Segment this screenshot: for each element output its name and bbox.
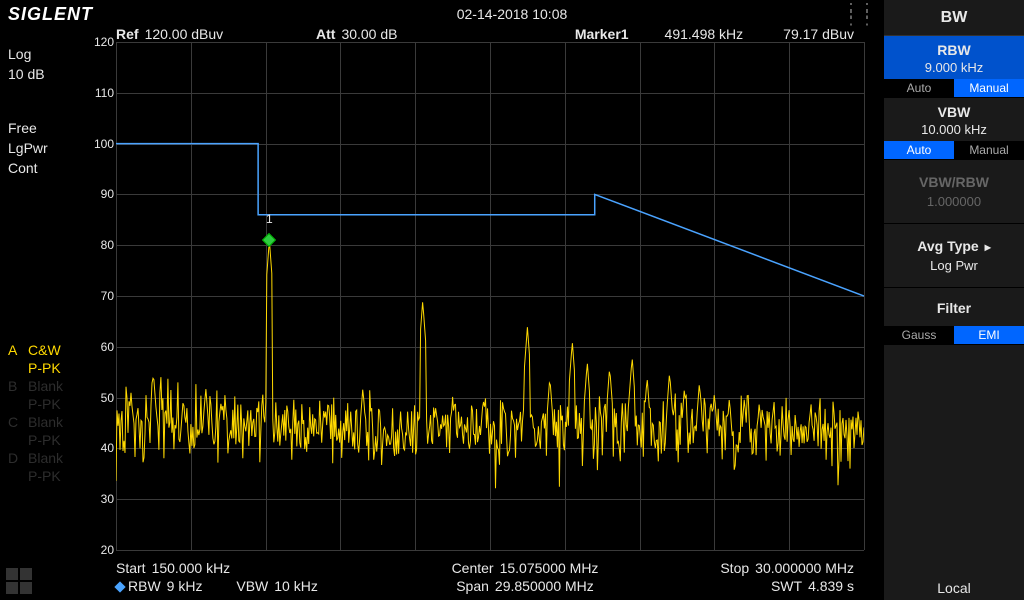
ratio-name: VBW/RBW: [884, 174, 1024, 190]
scale-div: 10 dB: [8, 66, 102, 82]
marker-amp: 79.17 dBuv: [783, 26, 854, 42]
menu-vbw-name: VBW: [884, 104, 1024, 120]
rbw-label: RBW: [128, 578, 161, 594]
layout-icon[interactable]: [6, 568, 32, 594]
datetime: 02-14-2018 10:08: [457, 6, 568, 22]
sweep-mode: Cont: [8, 160, 102, 176]
stop-label: Stop: [720, 560, 749, 576]
left-settings: Log 10 dB Free LgPwr Cont: [8, 46, 102, 180]
local-indicator: Local: [884, 580, 1024, 596]
ref-label: Ref: [116, 26, 139, 42]
avg-value: Log Pwr: [884, 258, 1024, 273]
ref-readout: Ref 120.00 dBuv: [116, 26, 316, 42]
trace-det: P-PK: [8, 396, 63, 412]
right-menu: BW RBW 9.000 kHz Auto Manual VBW 10.000 …: [884, 0, 1024, 600]
ref-value: 120.00 dBuv: [145, 26, 224, 42]
y-axis-label: 40: [92, 441, 114, 455]
marker-label: Marker1: [575, 26, 629, 42]
menu-filter[interactable]: Filter Gauss EMI: [884, 288, 1024, 345]
spectrum-plot[interactable]: 12011010090807060504030201: [116, 42, 864, 550]
att-readout: Att 30.00 dB: [316, 26, 466, 42]
marker-readout: Marker1 491.498 kHz 79.17 dBuv: [575, 26, 854, 42]
trig-mode: Free: [8, 120, 102, 136]
trace-det: P-PK: [8, 468, 63, 484]
y-axis-label: 100: [92, 137, 114, 151]
menu-title: BW: [884, 0, 1024, 36]
stop-value: 30.000000 MHz: [755, 560, 854, 576]
trace-det: P-PK: [8, 360, 63, 376]
menu-rbw[interactable]: RBW 9.000 kHz Auto Manual: [884, 36, 1024, 98]
menu-rbw-name: RBW: [884, 42, 1024, 58]
marker-number: 1: [266, 212, 273, 226]
trace-row: CBlank: [8, 414, 63, 430]
start-label: Start: [116, 560, 146, 576]
swt-label: SWT: [771, 578, 802, 594]
top-readouts: Ref 120.00 dBuv Att 30.00 dB Marker1 491…: [116, 26, 854, 42]
vbw-label: VBW: [236, 578, 268, 594]
detector: LgPwr: [8, 140, 102, 156]
filter-emi[interactable]: EMI: [954, 326, 1024, 344]
start-value: 150.000 kHz: [152, 560, 231, 576]
vbw-manual[interactable]: Manual: [954, 141, 1024, 159]
att-label: Att: [316, 26, 335, 42]
trace-det: P-PK: [8, 432, 63, 448]
chevron-right-icon: ▸: [985, 240, 991, 254]
swt-value: 4.839 s: [808, 578, 854, 594]
att-value: 30.00 dB: [341, 26, 397, 42]
y-axis-label: 50: [92, 391, 114, 405]
menu-vbw[interactable]: VBW 10.000 kHz Auto Manual: [884, 98, 1024, 160]
rbw-value: 9 kHz: [167, 578, 203, 594]
menu-avg-type[interactable]: Avg Type ▸ Log Pwr: [884, 224, 1024, 288]
vbw-value: 10 kHz: [274, 578, 318, 594]
scale-mode: Log: [8, 46, 102, 62]
filter-gauss[interactable]: Gauss: [884, 326, 954, 344]
trace-list: AC&W P-PK BBlank P-PK CBlank P-PK DBlank P-PK: [8, 342, 63, 486]
menu-vbw-rbw-ratio[interactable]: VBW/RBW 1.000000: [884, 160, 1024, 224]
y-axis-label: 120: [92, 35, 114, 49]
rbw-manual[interactable]: Manual: [954, 79, 1024, 97]
menu-vbw-value: 10.000 kHz: [884, 122, 1024, 137]
y-axis-label: 90: [92, 187, 114, 201]
rbw-auto[interactable]: Auto: [884, 79, 954, 97]
center-label: Center: [452, 560, 494, 576]
span-value: 29.850000 MHz: [495, 578, 594, 594]
bottom-readouts: Start 150.000 kHz Center 15.075000 MHz Sto…: [116, 560, 854, 596]
filter-name: Filter: [884, 294, 1024, 322]
avg-name: Avg Type: [917, 238, 978, 254]
vbw-auto[interactable]: Auto: [884, 141, 954, 159]
trace-row: BBlank: [8, 378, 63, 394]
y-axis-label: 60: [92, 340, 114, 354]
y-axis-label: 20: [92, 543, 114, 557]
y-axis-label: 80: [92, 238, 114, 252]
ratio-value: 1.000000: [884, 194, 1024, 209]
marker-freq: 491.498 kHz: [665, 26, 744, 42]
menu-dots-icon: ⋮⋮⋮⋮: [842, 6, 874, 22]
menu-rbw-value: 9.000 kHz: [884, 60, 1024, 75]
y-axis-label: 110: [92, 86, 114, 100]
span-label: Span: [456, 578, 489, 594]
center-value: 15.075000 MHz: [500, 560, 599, 576]
brand-logo: SIGLENT: [8, 4, 93, 25]
y-axis-label: 70: [92, 289, 114, 303]
trace-row: DBlank: [8, 450, 63, 466]
y-axis-label: 30: [92, 492, 114, 506]
trace-row: AC&W: [8, 342, 63, 358]
